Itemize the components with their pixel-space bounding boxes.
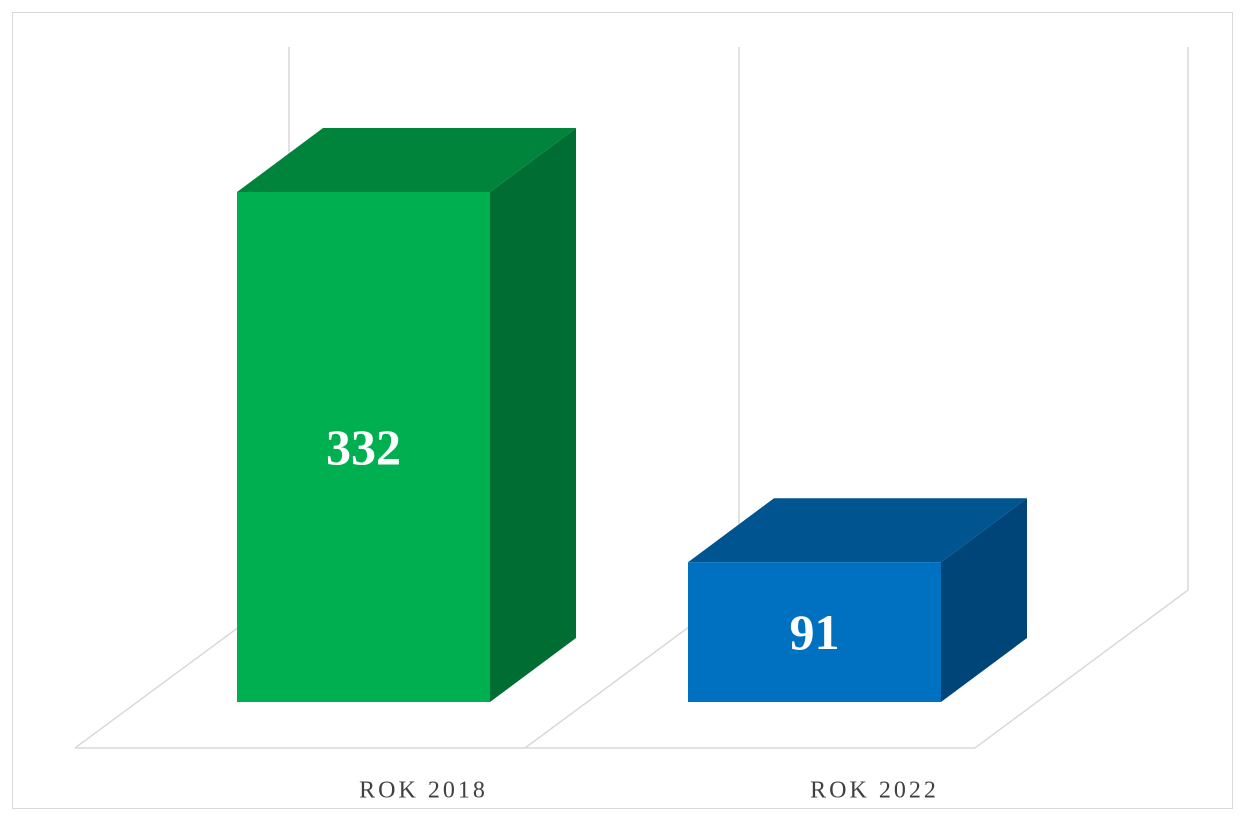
value-label: 332 (326, 419, 401, 475)
bar-top (688, 498, 1027, 563)
chart-frame (12, 12, 1233, 809)
bar-side (941, 498, 1027, 702)
value-label: 91 (790, 604, 840, 660)
bar-side (490, 128, 576, 702)
bar (237, 192, 490, 702)
x-tick-label: ROK 2018 (359, 778, 488, 804)
bar (688, 562, 941, 702)
bar-top (237, 128, 576, 192)
x-tick-label: ROK 2022 (810, 778, 939, 804)
chart-walls (74, 47, 1189, 749)
